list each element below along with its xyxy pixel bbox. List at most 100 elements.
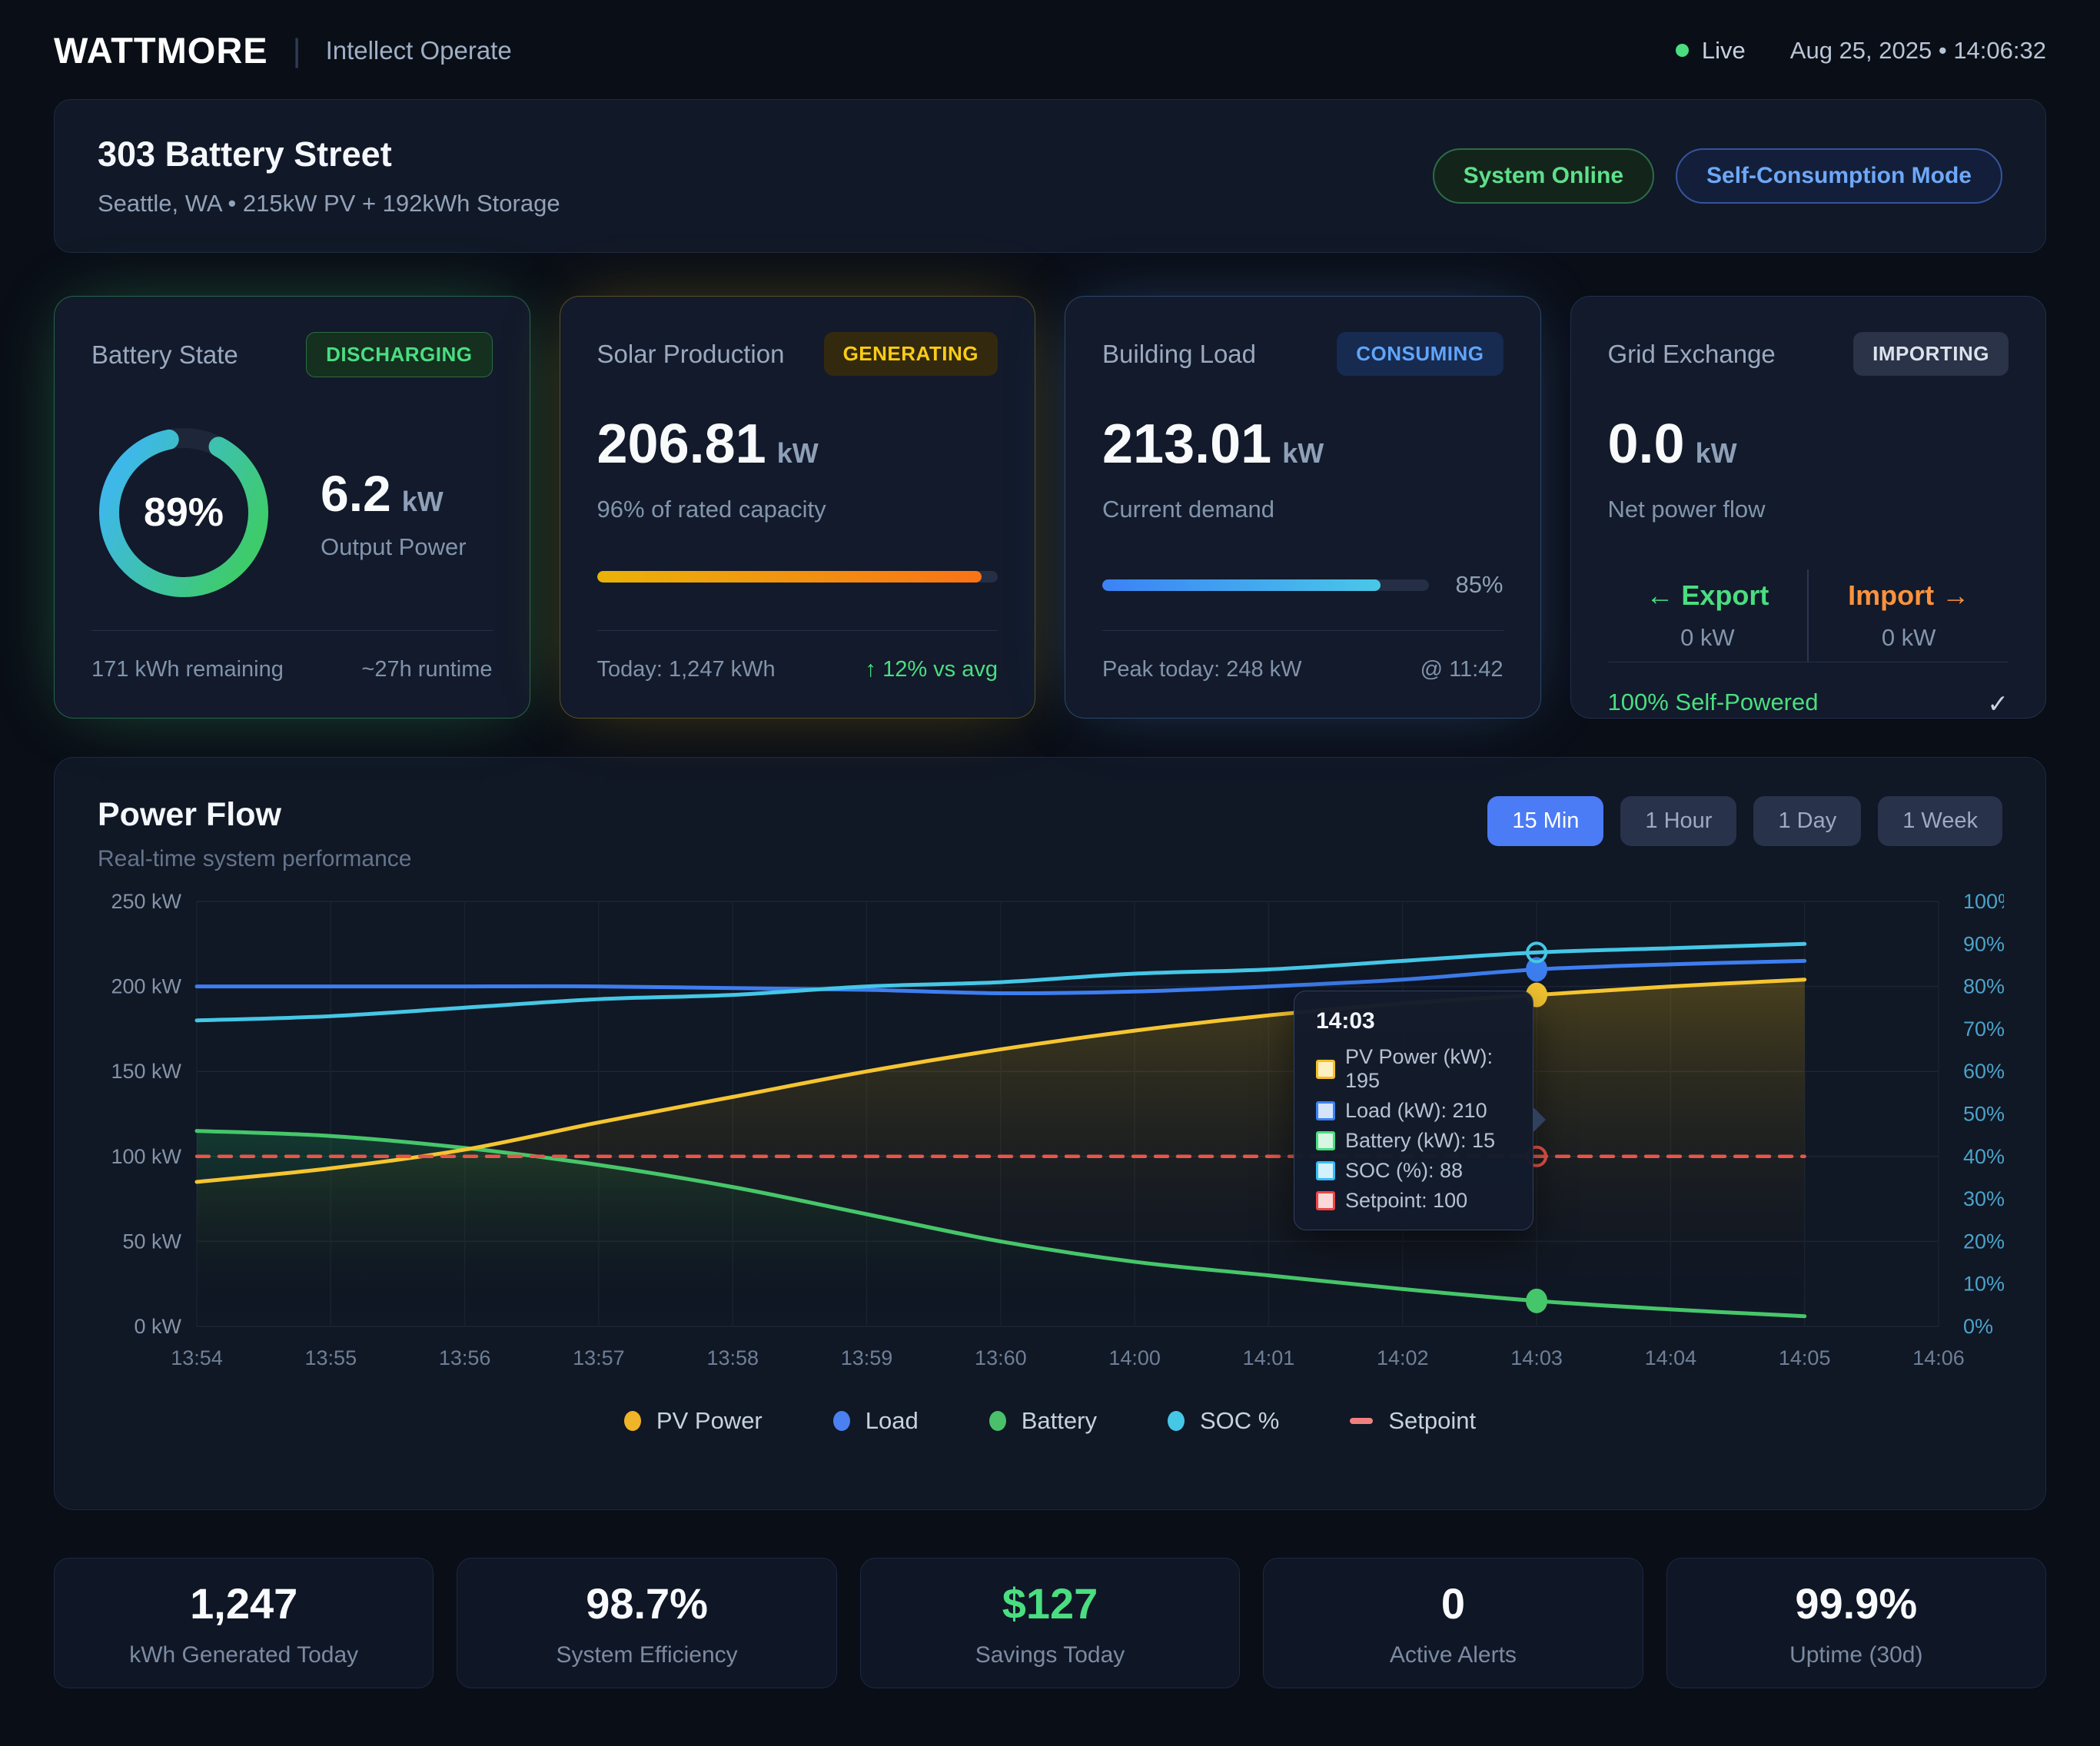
svg-text:30%: 30% [1963, 1187, 2004, 1210]
tooltip-row-text: SOC (%): 88 [1345, 1159, 1464, 1182]
tooltip-row: Battery (kW): 15 [1316, 1129, 1511, 1153]
solar-production-card: Solar Production GENERATING 206.81 kW 96… [559, 296, 1035, 719]
grid-card-title: Grid Exchange [1607, 339, 1776, 368]
load-unit: kW [1282, 437, 1324, 469]
tooltip-row-text: Load (kW): 210 [1345, 1099, 1487, 1122]
building-load-card: Building Load CONSUMING 213.01 kW Curren… [1065, 296, 1541, 719]
svg-text:70%: 70% [1963, 1017, 2004, 1041]
legend-item-pv-power[interactable]: PV Power [623, 1407, 763, 1435]
range-button-1-day[interactable]: 1 Day [1753, 796, 1862, 846]
solar-vs-avg: ↑ 12% vs avg [865, 657, 998, 682]
site-card: 303 Battery Street Seattle, WA • 215kW P… [54, 99, 2046, 253]
svg-text:60%: 60% [1963, 1060, 2004, 1083]
live-dot-icon [1675, 44, 1689, 57]
battery-soc-value: 89% [143, 490, 224, 535]
grid-exchange-card: Grid Exchange IMPORTING 0.0 kW Net power… [1570, 296, 2046, 719]
tooltip-row-text: PV Power (kW): 195 [1345, 1045, 1494, 1092]
svg-text:13:56: 13:56 [439, 1346, 491, 1369]
solar-today: Today: 1,247 kWh [596, 657, 776, 682]
legend-label: SOC % [1199, 1407, 1280, 1434]
stat-label: kWh Generated Today [129, 1641, 359, 1668]
chart-legend: PV Power Load Battery SOC % Setpoint [98, 1407, 2002, 1435]
stat-value: 0 [1440, 1578, 1465, 1628]
tooltip-row-text: Battery (kW): 15 [1345, 1129, 1496, 1152]
legend-label: PV Power [656, 1407, 763, 1434]
stat-card-savings-today: $127 Savings Today [859, 1558, 1241, 1688]
svg-text:13:58: 13:58 [706, 1346, 759, 1369]
consuming-badge: CONSUMING [1337, 332, 1504, 376]
legend-item-battery[interactable]: Battery [989, 1407, 1097, 1435]
svg-text:13:57: 13:57 [573, 1346, 625, 1369]
load-peak: Peak today: 248 kW [1102, 657, 1302, 682]
legend-label: Setpoint [1388, 1407, 1477, 1434]
load-subtitle: Current demand [1102, 496, 1275, 523]
legend-item-load[interactable]: Load [832, 1407, 919, 1435]
app-logo: WATTMORE [54, 30, 268, 71]
product-name: Intellect Operate [325, 35, 512, 65]
range-button-1-hour[interactable]: 1 Hour [1620, 796, 1737, 846]
power-flow-titles: Power Flow Real-time system performance [98, 796, 411, 872]
svg-text:250 kW: 250 kW [111, 890, 181, 913]
tooltip-swatch-icon [1316, 1059, 1335, 1079]
legend-item-soc-[interactable]: SOC % [1167, 1407, 1280, 1435]
export-import-row: ← Export 0 kW Import → 0 kW [1608, 569, 2009, 662]
range-button-15-min[interactable]: 15 Min [1487, 796, 1604, 846]
tooltip-time: 14:03 [1316, 1008, 1375, 1034]
tooltip-row: SOC (%): 88 [1316, 1159, 1511, 1183]
generating-badge: GENERATING [823, 332, 998, 376]
power-flow-card: Power Flow Real-time system performance … [54, 757, 2046, 1510]
stat-value: 1,247 [190, 1578, 298, 1628]
legend-dot-icon [1167, 1411, 1185, 1431]
battery-ring-gauge [99, 428, 268, 597]
tooltip-swatch-icon [1316, 1101, 1335, 1120]
battery-state-card: Battery State DISCHARGING 89% [54, 296, 530, 719]
svg-text:14:06: 14:06 [1912, 1346, 1965, 1369]
svg-text:100%: 100% [1963, 890, 2004, 913]
load-progress-label: 85% [1455, 571, 1504, 598]
grid-unit: kW [1695, 437, 1737, 469]
svg-text:14:04: 14:04 [1645, 1346, 1697, 1369]
tooltip-row-text: Setpoint: 100 [1345, 1189, 1468, 1212]
svg-text:0%: 0% [1963, 1315, 1993, 1338]
site-name: 303 Battery Street [98, 134, 392, 174]
power-flow-chart-area: 0 kW 50 kW 100 kW 150 kW 200 kW 250 kW 0% 10% 20… [98, 885, 2004, 1384]
svg-text:13:54: 13:54 [171, 1346, 223, 1369]
svg-text:13:55: 13:55 [305, 1346, 357, 1369]
grid-subtitle: Net power flow [1607, 496, 1766, 523]
svg-text:13:59: 13:59 [841, 1346, 893, 1369]
battery-power-label: Output Power [321, 533, 467, 560]
stat-value: 99.9% [1795, 1578, 1918, 1628]
export-value: 0 kW [1680, 624, 1735, 651]
legend-item-setpoint[interactable]: Setpoint [1350, 1407, 1476, 1435]
stats-row: 1,247 kWh Generated Today 98.7% System Effi… [54, 1558, 2046, 1688]
battery-runtime: ~27h runtime [361, 657, 493, 682]
svg-text:100 kW: 100 kW [111, 1145, 181, 1168]
svg-text:200 kW: 200 kW [111, 975, 181, 998]
load-peak-time: @ 11:42 [1420, 657, 1504, 682]
stat-card-system-efficiency: 98.7% System Efficiency [457, 1558, 837, 1688]
site-badges: System Online Self-Consumption Mode [1432, 148, 2002, 204]
stat-value: $127 [1002, 1578, 1098, 1628]
range-button-1-week[interactable]: 1 Week [1878, 796, 2002, 846]
svg-text:10%: 10% [1963, 1273, 2004, 1296]
legend-label: Load [865, 1407, 919, 1434]
svg-text:80%: 80% [1963, 975, 2004, 998]
svg-text:14:02: 14:02 [1377, 1346, 1429, 1369]
live-label: Live [1701, 36, 1746, 64]
legend-dot-icon [989, 1411, 1006, 1431]
header-status-group: Live Aug 25, 2025 • 14:06:32 [1675, 36, 2046, 65]
power-flow-chart[interactable]: 0 kW 50 kW 100 kW 150 kW 200 kW 250 kW 0% 10% 20… [98, 885, 2004, 1384]
export-import-divider [1807, 569, 1809, 662]
svg-text:14:01: 14:01 [1243, 1346, 1295, 1369]
battery-power-unit: kW [401, 486, 444, 517]
svg-text:14:05: 14:05 [1779, 1346, 1831, 1369]
battery-power-value: 6.2 [321, 465, 391, 522]
legend-dash-icon [1350, 1418, 1374, 1424]
chart-tooltip: 14:03 PV Power (kW): 195 Load (kW): 210 Ba… [1294, 991, 1546, 1230]
datetime-display: Aug 25, 2025 • 14:06:32 [1789, 36, 2046, 64]
battery-soc-ring: 89% [91, 420, 276, 605]
load-card-title: Building Load [1102, 339, 1256, 368]
export-label: ← Export [1646, 579, 1769, 611]
svg-text:13:60: 13:60 [975, 1346, 1027, 1369]
stat-card-uptime-30d-: 99.9% Uptime (30d) [1666, 1558, 2046, 1688]
